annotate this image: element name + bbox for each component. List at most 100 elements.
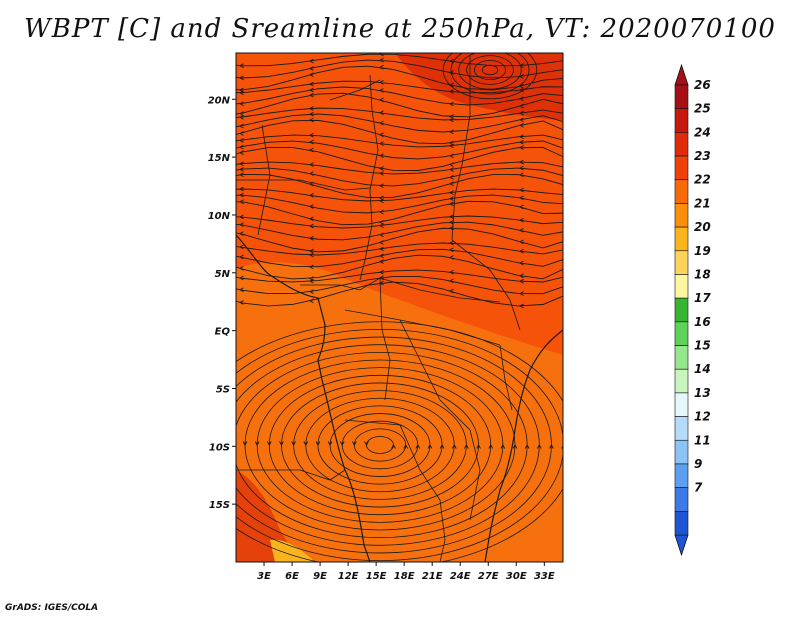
streamline	[236, 107, 563, 121]
streamline-arrow	[309, 66, 314, 71]
streamline-arrow	[449, 101, 454, 107]
streamline-arrow	[239, 186, 244, 192]
gyre-streamline	[236, 321, 563, 562]
streamline-arrow	[519, 273, 524, 279]
streamline-arrow	[309, 147, 314, 153]
streamline-arrow	[449, 117, 454, 123]
streamline	[236, 134, 563, 148]
colorbar-label: 21	[694, 196, 711, 210]
streamline-arrow	[449, 153, 454, 159]
streamline-arrow	[379, 80, 384, 85]
streamline-arrow	[194, 441, 198, 445]
streamline-arrow	[574, 445, 578, 449]
lat-tick-label: EQ	[215, 327, 231, 338]
streamline-arrow	[239, 144, 244, 150]
streamline-arrow	[364, 441, 369, 446]
streamline-arrow	[449, 240, 454, 246]
colorbar-swatch	[674, 345, 689, 370]
colorbar-swatch	[674, 155, 689, 181]
streamline-arrow	[239, 300, 244, 305]
streamline-arrow	[427, 444, 433, 449]
streamline	[236, 146, 563, 171]
streamline-arrow	[519, 87, 524, 93]
lon-tick-label: 12E	[338, 571, 359, 582]
colorbar-label: 17	[694, 291, 711, 305]
streamline-arrow	[239, 244, 244, 250]
streamline-arrow	[519, 145, 524, 150]
colorbar-swatch	[674, 274, 689, 299]
streamline-arrow	[464, 444, 469, 449]
colorbar-label: 15	[694, 339, 711, 353]
streamline-arrow	[519, 217, 524, 223]
streamline-arrow	[309, 171, 314, 176]
streamline-arrow	[519, 122, 524, 128]
vortex-streamline	[481, 64, 499, 76]
colorbar-label: 14	[694, 362, 711, 376]
streamline	[236, 92, 563, 118]
lon-tick-label: 33E	[534, 571, 555, 582]
streamlines	[182, 53, 578, 562]
streamline-arrow	[182, 441, 186, 445]
streamline	[236, 86, 563, 106]
streamline-arrow	[391, 444, 396, 449]
colorbar-label: 22	[694, 173, 711, 187]
streamline-arrow	[536, 444, 542, 449]
colorbar-swatch	[674, 250, 689, 275]
streamline-arrow	[549, 444, 554, 449]
streamline	[236, 200, 563, 226]
streamline-arrow	[451, 444, 457, 449]
streamline-arrow	[309, 264, 314, 270]
streamline	[236, 248, 563, 268]
streamline-arrow	[449, 114, 454, 119]
streamline-arrow	[239, 75, 244, 81]
wbpt-southern-region	[236, 262, 563, 562]
streamline-arrow	[519, 159, 524, 165]
streamline-arrow	[512, 444, 518, 449]
streamline-arrow	[309, 81, 314, 87]
streamline-arrow	[239, 167, 244, 172]
streamline-arrow	[449, 181, 454, 187]
streamline-arrow	[303, 441, 309, 446]
streamline	[236, 119, 563, 145]
streamline-arrow	[519, 228, 524, 233]
streamline-arrow	[519, 204, 524, 210]
lon-tick-label: 9E	[313, 571, 327, 582]
streamline-arrow	[379, 259, 384, 264]
colorbar-swatch	[674, 439, 689, 465]
streamline-arrow	[519, 165, 524, 171]
lon-tick-label: 15E	[366, 571, 387, 582]
streamline-arrow	[309, 162, 314, 167]
colorbar-swatch	[674, 463, 689, 488]
streamline	[236, 59, 563, 79]
streamline-arrow	[379, 141, 384, 146]
streamline-arrow	[476, 444, 481, 449]
streamline-arrow	[239, 231, 244, 236]
streamline-arrow	[379, 120, 384, 126]
streamline-arrow	[239, 214, 244, 220]
streamline-arrow	[488, 444, 494, 449]
streamline-arrow	[519, 195, 524, 201]
streamline	[236, 140, 563, 160]
streamline-arrow	[415, 444, 421, 449]
streamline-arrow	[379, 110, 384, 116]
streamline-arrow	[239, 101, 244, 107]
lat-tick-label: 10N	[208, 211, 231, 222]
streamline-arrow	[379, 183, 384, 189]
streamline-arrow	[519, 83, 524, 89]
streamline-arrow	[449, 190, 454, 195]
colorbar-swatch	[674, 203, 689, 228]
streamline-arrow	[309, 132, 314, 138]
streamline-arrow	[309, 92, 314, 98]
streamline-arrow	[239, 131, 244, 136]
colorbar-swatch	[674, 392, 689, 417]
colorbar-swatch	[674, 179, 689, 204]
streamline-arrow	[239, 192, 244, 198]
streamline-arrow	[379, 232, 384, 238]
streamline	[236, 275, 563, 295]
streamline-arrow	[449, 247, 454, 253]
streamline-arrow	[403, 444, 408, 449]
streamline-arrow	[519, 172, 524, 178]
streamline-arrow	[379, 240, 384, 245]
colorbar-label: 9	[694, 457, 702, 471]
